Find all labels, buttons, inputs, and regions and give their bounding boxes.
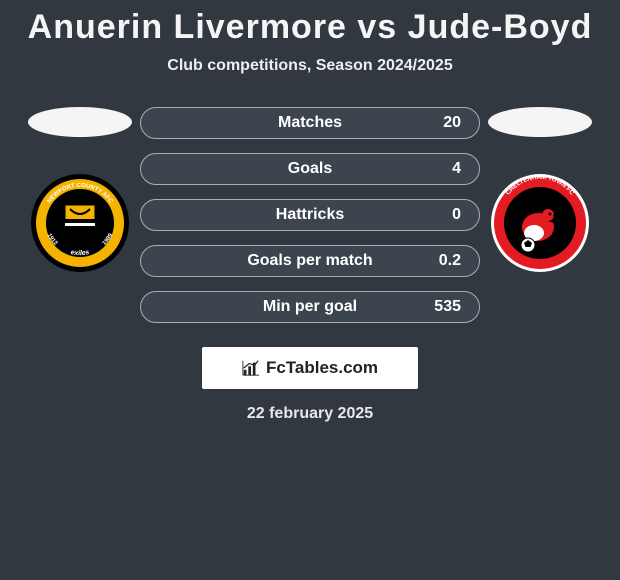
stat-row-hattricks: Hattricks 0 [140, 199, 480, 231]
player-ellipse-left [28, 107, 132, 137]
stats-column: Matches 20 Goals 4 Hattricks 0 Goals per… [140, 107, 480, 323]
bar-chart-icon [242, 359, 260, 377]
page-subtitle: Club competitions, Season 2024/2025 [0, 57, 620, 75]
stat-value: 535 [434, 298, 461, 316]
stat-label: Goals [288, 160, 332, 178]
date-text: 22 february 2025 [0, 405, 620, 423]
stat-row-goals-per-match: Goals per match 0.2 [140, 245, 480, 277]
brand-text: FcTables.com [266, 358, 378, 378]
stat-label: Matches [278, 114, 342, 132]
stat-label: Min per goal [263, 298, 357, 316]
comparison-card: Anuerin Livermore vs Jude-Boyd Club comp… [0, 0, 620, 423]
main-row: NEWPORT COUNTY AFC 1912 1989 exiles Matc… [0, 107, 620, 323]
left-column: NEWPORT COUNTY AFC 1912 1989 exiles [20, 107, 140, 273]
club-badge-left: NEWPORT COUNTY AFC 1912 1989 exiles [30, 173, 130, 273]
player-ellipse-right [488, 107, 592, 137]
stat-value: 4 [452, 160, 461, 178]
stat-label: Goals per match [247, 252, 372, 270]
right-column: CHELTENHAM TOWN FC [480, 107, 600, 273]
stat-row-goals: Goals 4 [140, 153, 480, 185]
stat-row-matches: Matches 20 [140, 107, 480, 139]
page-title: Anuerin Livermore vs Jude-Boyd [0, 8, 620, 47]
brand-box[interactable]: FcTables.com [202, 347, 418, 389]
stat-value: 20 [443, 114, 461, 132]
stat-value: 0.2 [439, 252, 461, 270]
svg-text:exiles: exiles [70, 249, 90, 257]
stat-label: Hattricks [276, 206, 344, 224]
stat-value: 0 [452, 206, 461, 224]
stat-row-min-per-goal: Min per goal 535 [140, 291, 480, 323]
club-badge-right: CHELTENHAM TOWN FC [490, 173, 590, 273]
